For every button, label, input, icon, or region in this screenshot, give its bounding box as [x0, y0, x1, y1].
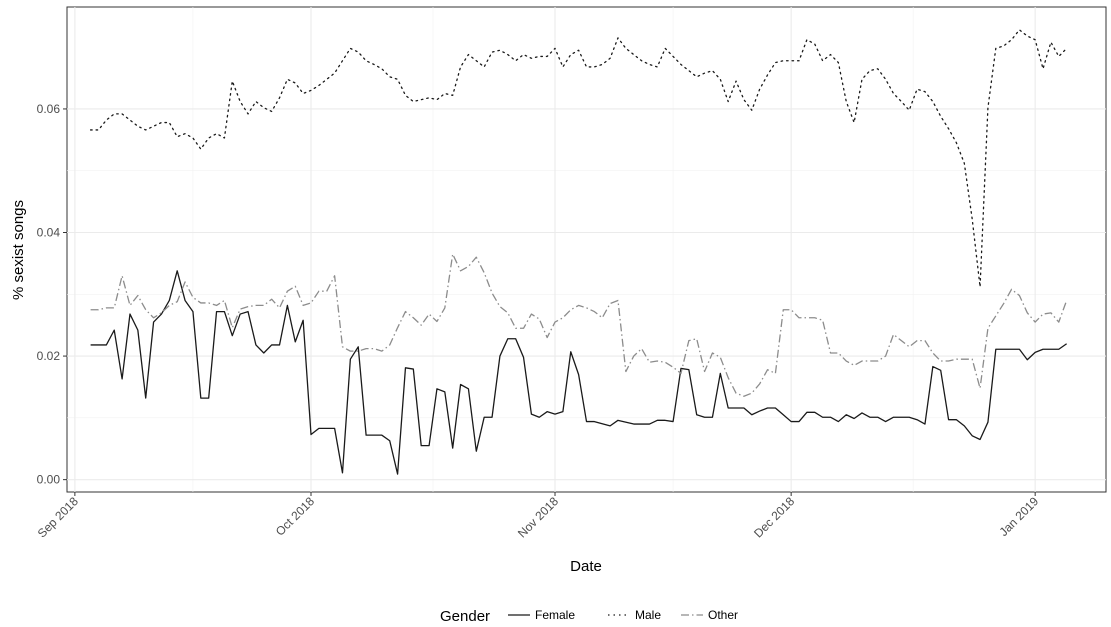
series-line-other [90, 253, 1068, 397]
x-tick-label: Oct 2018 [273, 494, 318, 539]
y-tick-label: 0.00 [37, 473, 61, 487]
y-tick-label: 0.06 [37, 102, 61, 116]
plot-panel [66, 6, 1107, 493]
series-lines [89, 29, 1068, 475]
x-tick-label: Jan 2019 [996, 494, 1041, 539]
x-axis-title: Date [570, 558, 602, 575]
x-axis: Sep 2018 Oct 2018 Nov 2018 Dec 2018 Jan 2019 [35, 492, 1042, 540]
y-tick-label: 0.02 [37, 349, 61, 363]
legend: Gender Female Male Other [440, 608, 738, 625]
y-axis: 0.00 0.02 0.04 0.06 [37, 102, 67, 487]
y-tick-label: 0.04 [37, 226, 61, 240]
series-line-male [89, 29, 1068, 288]
legend-title: Gender [440, 608, 490, 625]
legend-label-male: Male [635, 608, 661, 622]
x-tick-label: Sep 2018 [35, 494, 81, 540]
x-tick-label: Nov 2018 [515, 494, 561, 540]
minor-gridlines [67, 7, 1106, 492]
y-axis-title: % sexist songs [10, 200, 27, 300]
major-gridlines [67, 7, 1106, 492]
x-tick-label: Dec 2018 [751, 494, 797, 540]
legend-label-female: Female [535, 608, 575, 622]
series-line-female [90, 270, 1068, 475]
legend-label-other: Other [708, 608, 738, 622]
